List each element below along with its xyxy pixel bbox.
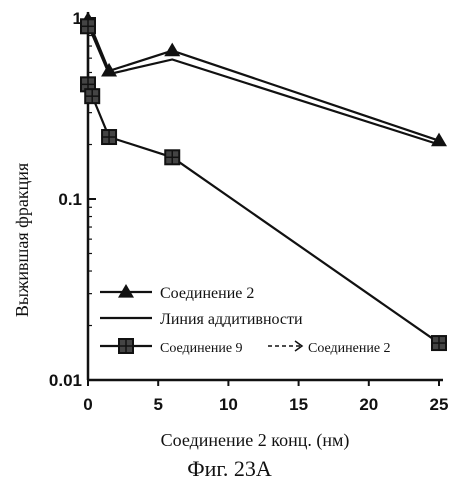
legend-label-2: Соединение 9 [160, 341, 243, 356]
series-1 [88, 25, 439, 145]
x-tick-label-2: 10 [219, 395, 238, 414]
series-0-point-2 [164, 43, 180, 57]
series-2-line [88, 26, 439, 343]
y-axis-label: Выжившая фракция [12, 163, 32, 317]
legend-label-0: Соединение 2 [160, 285, 254, 302]
chart-legend: Соединение 2 Линия аддитивности Соединение… [100, 284, 391, 356]
series-0 [80, 12, 447, 147]
x-tick-label-5: 25 [430, 395, 449, 414]
x-tick-label-1: 5 [153, 395, 162, 414]
y-tick-label-1: 0.1 [58, 190, 82, 209]
chart-series [80, 12, 447, 350]
x-tick-label-4: 20 [359, 395, 378, 414]
series-1-line [88, 25, 439, 145]
x-tick-label-0: 0 [83, 395, 92, 414]
series-0-line [88, 20, 439, 141]
legend-arrow-label: Соединение 2 [308, 341, 391, 356]
y-tick-label-2: 0.01 [49, 371, 82, 390]
legend-swatch-marker-0 [118, 284, 134, 298]
x-axis-label: Соединение 2 конц. (нм) [161, 430, 350, 451]
x-tick-label-3: 15 [289, 395, 308, 414]
legend-label-1: Линия аддитивности [160, 311, 303, 328]
figure-caption: Фиг. 23А [0, 456, 459, 482]
